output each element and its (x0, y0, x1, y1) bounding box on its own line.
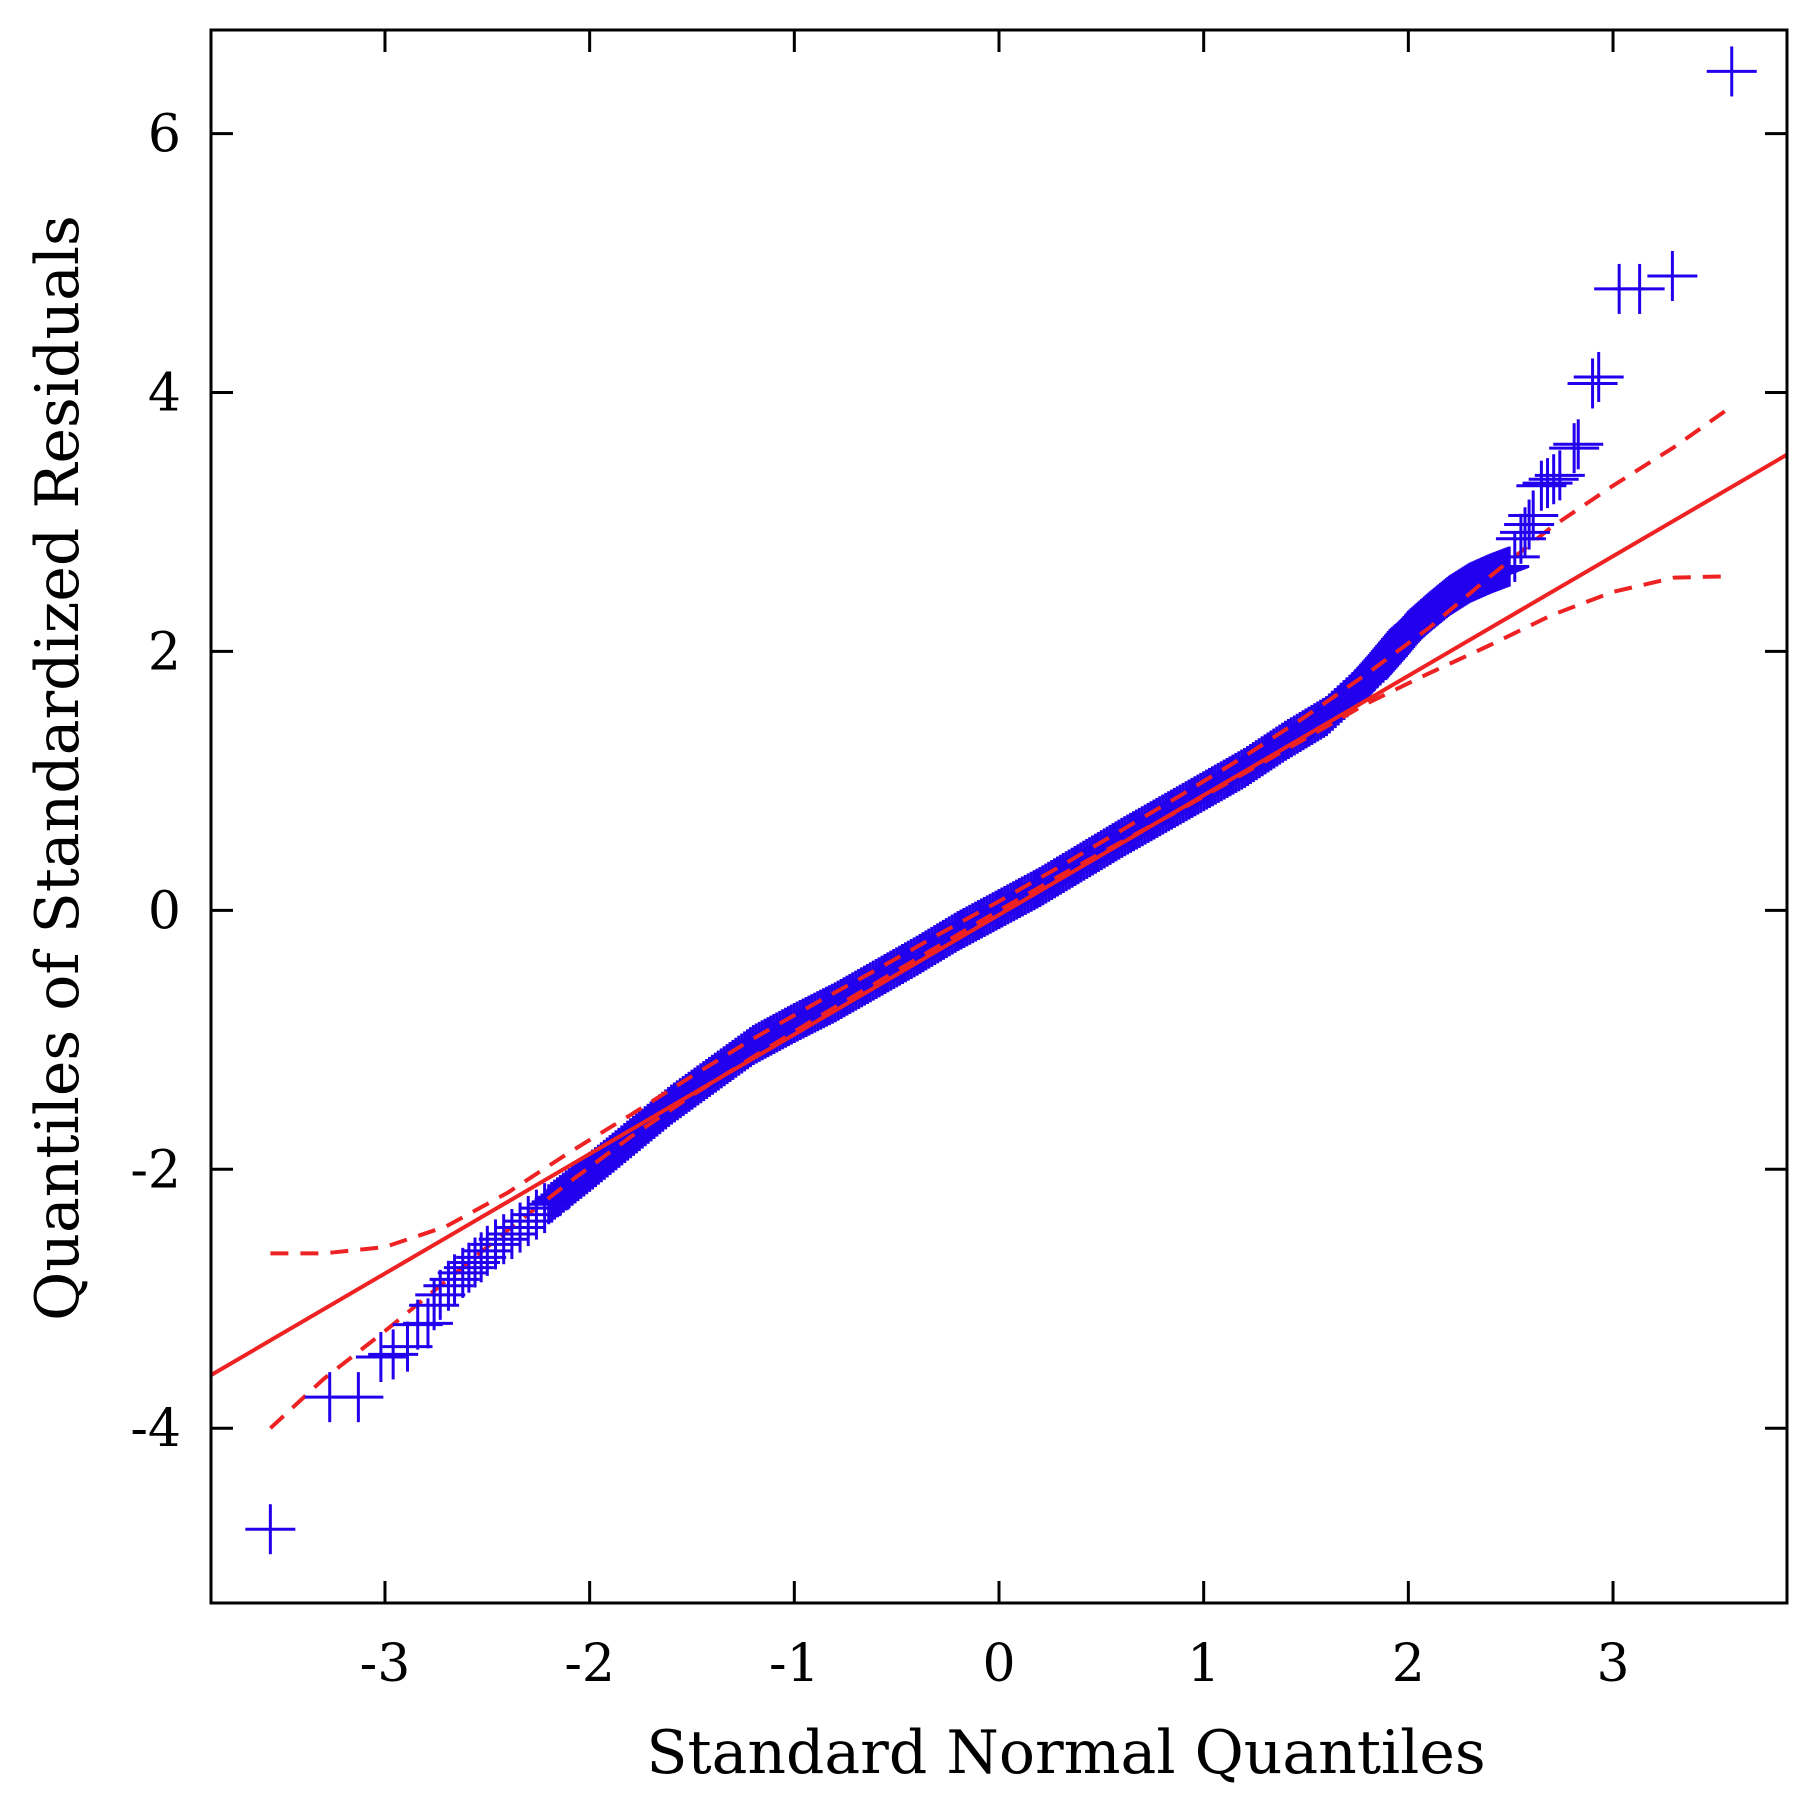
residual-point-36 (1573, 351, 1624, 402)
residual-point-32 (1534, 450, 1585, 501)
y-tick-label-2: 0 (148, 881, 181, 941)
residual-point-5 (382, 1321, 433, 1372)
x-tick-label-2: -1 (769, 1634, 820, 1694)
residual-point-33 (1549, 423, 1600, 474)
residual-point-34 (1553, 419, 1604, 470)
tick-labels: -3 -2 -1 0 1 2 3 -4 -2 0 2 4 6 (130, 105, 1629, 1694)
residual-point-28 (1508, 490, 1559, 541)
residual-point-23 (519, 1183, 570, 1234)
residual-point-2 (333, 1372, 384, 1423)
axis-ticks (211, 30, 1787, 1603)
dense-marker-377 (1489, 546, 1530, 587)
residual-point-29 (1516, 460, 1567, 511)
residual-point-9 (415, 1269, 466, 1320)
fit-lines (209, 407, 1789, 1430)
residual-point-22 (511, 1189, 562, 1240)
y-tick-label-4: 4 (148, 364, 181, 424)
residual-point-27 (1504, 499, 1555, 550)
residual-point-0 (245, 1504, 296, 1555)
y-tick-label-5: 6 (148, 105, 181, 165)
residual-point-8 (409, 1280, 460, 1331)
residual-point-3 (355, 1332, 406, 1383)
x-tick-label-5: 2 (1392, 1634, 1425, 1694)
residual-point-4 (368, 1329, 419, 1380)
lower-confidence-band (269, 574, 1728, 1430)
residual-point-39 (1647, 250, 1698, 301)
y-tick-label-3: 2 (148, 622, 181, 682)
residual-point-35 (1567, 358, 1618, 409)
plot-frame (209, 28, 1789, 1605)
x-tick-label-4: 1 (1187, 1634, 1220, 1694)
x-axis-title: Standard Normal Quantiles (646, 1718, 1485, 1788)
reference-line (209, 452, 1789, 1377)
upper-confidence-band (270, 407, 1729, 1256)
x-tick-label-1: -2 (564, 1634, 615, 1694)
residual-point-30 (1522, 458, 1573, 509)
residual-points (245, 46, 1757, 1555)
y-tick-label-1: -2 (130, 1140, 181, 1200)
residual-point-40 (1706, 46, 1757, 97)
x-tick-label-3: 0 (982, 1634, 1015, 1694)
residual-point-25 (1495, 513, 1546, 564)
residual-point-31 (1528, 454, 1579, 505)
residual-point-38 (1614, 263, 1665, 314)
x-tick-label-6: 3 (1596, 1634, 1629, 1694)
x-tick-label-0: -3 (360, 1634, 411, 1694)
y-axis-title: Quantiles of Standardized Residuals (23, 215, 93, 1321)
y-tick-label-0: -4 (130, 1399, 181, 1459)
